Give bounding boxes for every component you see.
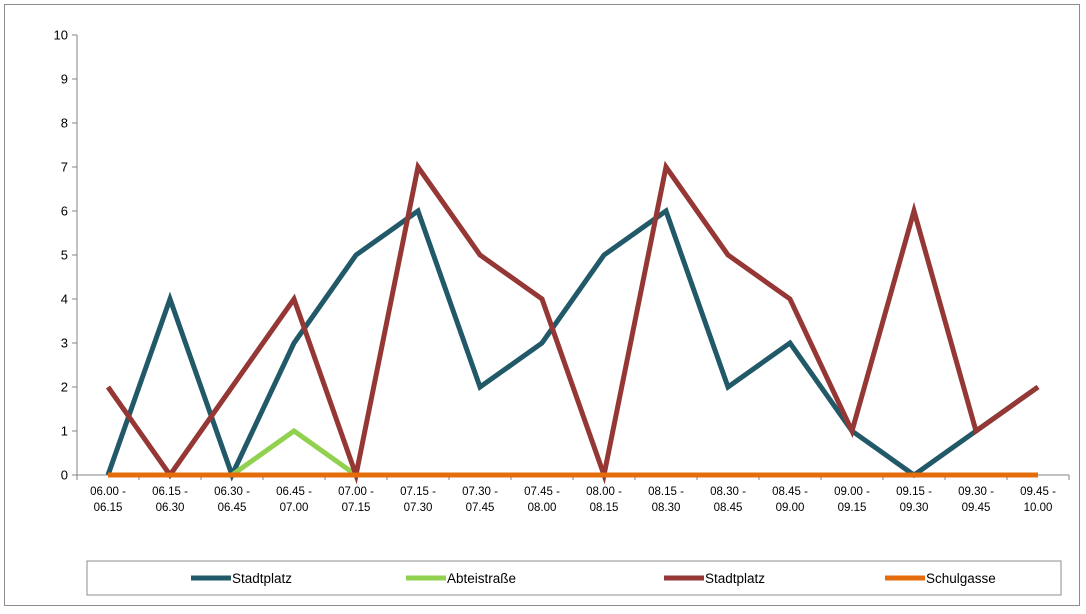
legend: Stadtplatz Abteistraße Stadtplatz Schulgass… (86, 560, 1062, 596)
chart-area: 0 1 2 3 4 5 6 7 8 9 10 06.00 -06.15 06.15 -06.30 06.… (4, 4, 1080, 606)
x-tick-label: 06.00 -06.15 (90, 486, 126, 514)
x-tick-label: 07.15 -07.30 (400, 486, 436, 514)
x-tick-label: 09.45 -10.00 (1020, 486, 1056, 514)
y-tick-label: 0 (61, 468, 68, 483)
x-axis: 06.00 -06.15 06.15 -06.30 06.30 -06.45 06.4… (76, 474, 1070, 514)
legend-label: Stadtplatz (705, 571, 765, 586)
plot-series (105, 160, 1040, 485)
x-tick-label: 08.15 -08.30 (648, 486, 684, 514)
x-tick-label: 08.45 -09.00 (772, 486, 808, 514)
series-line-1 (105, 207, 1040, 482)
x-tick-label: 07.00 -07.15 (338, 486, 374, 514)
x-tick-label: 06.45 -07.00 (276, 486, 312, 514)
y-tick-label: 1 (61, 424, 68, 439)
y-tick-label: 6 (61, 204, 68, 219)
y-tick-label: 5 (61, 248, 68, 263)
y-tick-label: 7 (61, 160, 68, 175)
y-tick-label: 10 (54, 28, 68, 43)
x-tick-label: 06.15 -06.30 (152, 486, 188, 514)
y-tick-label: 8 (61, 116, 68, 131)
x-tick-label: 09.15 -09.30 (896, 486, 932, 514)
x-tick-label: 09.30 -09.45 (958, 486, 994, 514)
y-tick-label: 9 (61, 72, 68, 87)
x-tick-label: 07.30 -07.45 (462, 486, 498, 514)
series-line-3 (105, 160, 1040, 485)
x-tick-label: 08.30 -08.45 (710, 486, 746, 514)
x-tick-label: 09.00 -09.15 (834, 486, 870, 514)
x-tick-label: 07.45 -08.00 (524, 486, 560, 514)
legend-label: Schulgasse (926, 571, 996, 586)
x-tick-label: 08.00 -08.15 (586, 486, 622, 514)
y-tick-label: 2 (61, 380, 68, 395)
y-tick-label: 4 (61, 292, 68, 307)
x-tick-label: 06.30 -06.45 (214, 486, 250, 514)
y-axis: 0 1 2 3 4 5 6 7 8 9 10 (54, 28, 78, 483)
y-tick-label: 3 (61, 336, 68, 351)
legend-label: Abteistraße (447, 571, 516, 586)
legend-label: Stadtplatz (232, 571, 292, 586)
